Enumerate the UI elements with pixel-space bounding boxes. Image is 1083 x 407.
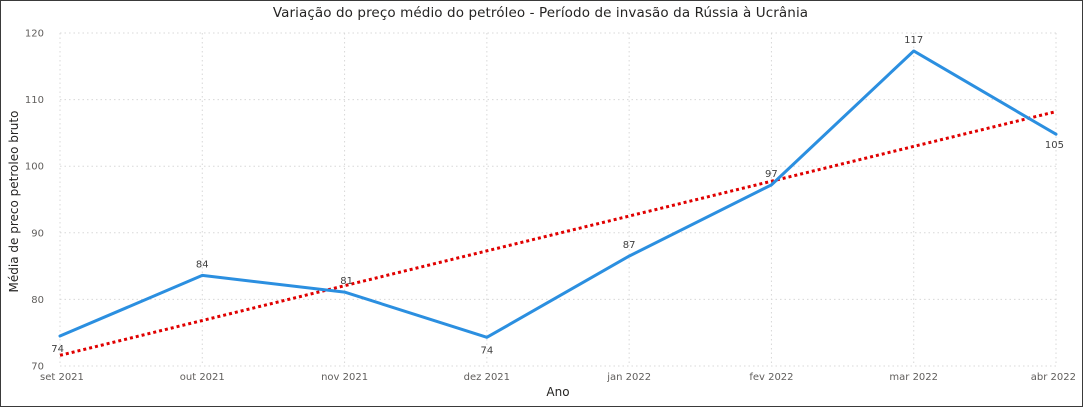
x-tick-label: mar 2022	[889, 372, 938, 383]
x-axis-title: Ano	[546, 385, 569, 399]
x-tick-label: jan 2022	[606, 372, 651, 383]
x-tick-label: fev 2022	[749, 372, 793, 383]
trendline	[59, 110, 1057, 357]
data-label: 105	[1045, 140, 1064, 151]
data-point	[913, 50, 915, 52]
data-point	[201, 274, 203, 276]
x-axis-ticks: set 2021 out 2021 nov 2021 dez 2021 jan 2022…	[40, 372, 1076, 383]
y-tick-label: 90	[31, 228, 44, 239]
data-label: 84	[196, 259, 209, 270]
y-tick-label: 70	[31, 362, 44, 373]
data-label: 74	[480, 345, 493, 356]
trendline-group	[59, 110, 1057, 357]
x-tick-label: nov 2021	[321, 372, 368, 383]
data-label: 74	[51, 344, 64, 355]
y-tick-label: 120	[25, 29, 44, 40]
y-tick-label: 100	[25, 162, 44, 173]
data-point	[344, 291, 346, 293]
gridlines	[59, 32, 1057, 367]
x-tick-label: dez 2021	[464, 372, 510, 383]
data-label: 87	[623, 240, 636, 251]
chart-title: Variação do preço médio do petróleo - Pe…	[272, 5, 809, 21]
x-tick-label: set 2021	[40, 372, 84, 383]
data-point	[486, 336, 488, 338]
data-label: 97	[765, 169, 778, 180]
y-tick-label: 110	[25, 95, 44, 106]
data-label: 117	[904, 35, 923, 46]
series-group	[58, 49, 1058, 339]
data-label: 81	[340, 276, 353, 287]
y-axis-title: Média de preco petroleo bruto	[7, 111, 21, 293]
x-tick-label: out 2021	[180, 372, 225, 383]
y-axis-ticks: 70 80 90 100 110 120	[25, 29, 44, 373]
series-line	[58, 49, 1058, 339]
data-point	[1055, 133, 1057, 135]
data-point	[628, 255, 630, 257]
y-tick-label: 80	[31, 295, 44, 306]
x-tick-label: abr 2022	[1031, 372, 1076, 383]
data-labels: 74 84 81 74 87 97 117 105	[51, 35, 1064, 356]
data-point	[770, 184, 772, 186]
data-point	[59, 335, 61, 337]
